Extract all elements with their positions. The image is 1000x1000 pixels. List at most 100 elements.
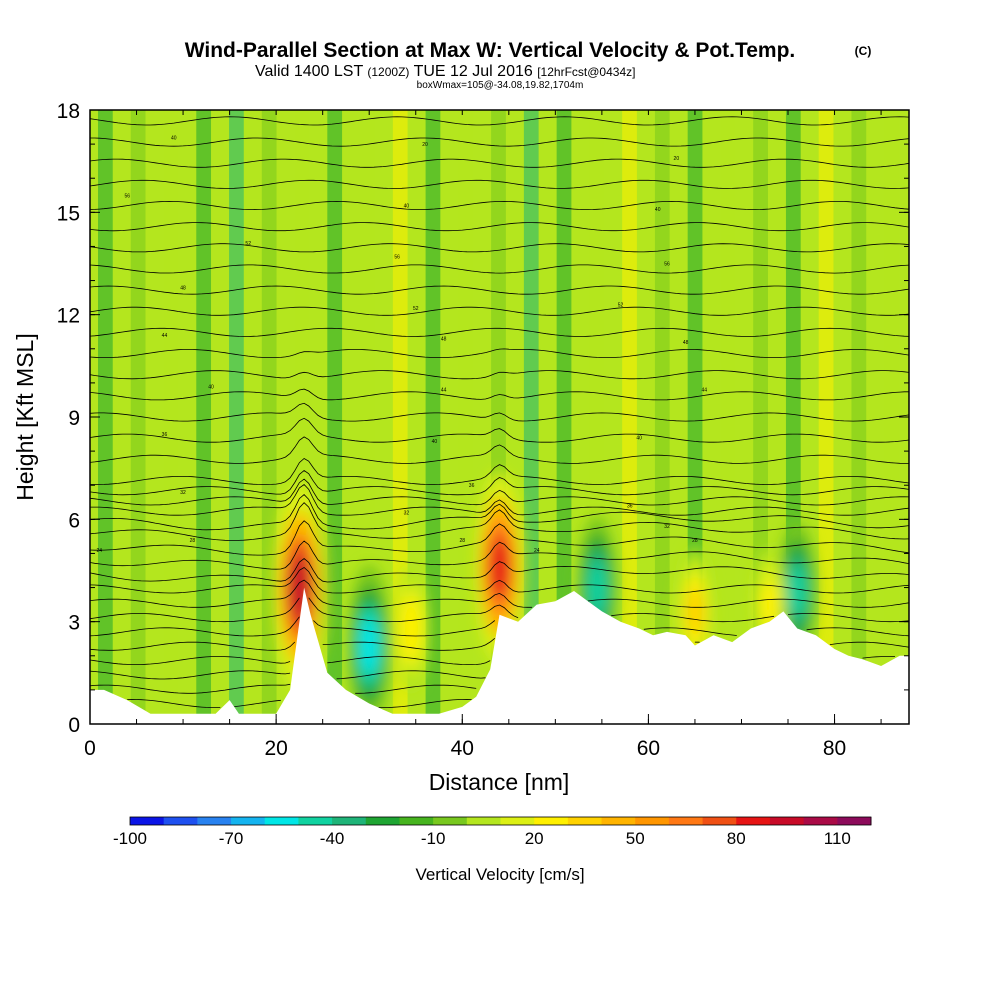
colorbar-tick-label: -40 [320, 829, 345, 848]
colorbar-swatch [130, 817, 165, 825]
y-tick-label: 12 [57, 305, 80, 328]
colorbar-swatch [601, 817, 636, 825]
velocity-band [654, 110, 670, 724]
colorbar-tick-label: 50 [626, 829, 645, 848]
velocity-band [556, 110, 572, 724]
velocity-band [818, 110, 834, 724]
theta-contour [90, 557, 909, 583]
velocity-band [98, 110, 113, 724]
contour-label: 32 [180, 490, 186, 496]
colorbar-swatch [769, 817, 805, 825]
colorbar-swatch [837, 817, 872, 825]
contour-label: 24 [97, 548, 103, 554]
x-axis: 0 20 40 60 80 [84, 110, 882, 760]
velocity-band [261, 110, 277, 724]
contour-label: 36 [627, 504, 633, 510]
contour-label: 52 [245, 241, 251, 247]
contour-label: 20 [422, 142, 428, 148]
updraft-cell [402, 605, 420, 652]
contour-label: 28 [692, 538, 698, 544]
contour-label: 36 [162, 432, 168, 438]
theta-contour [90, 567, 909, 594]
colorbar-swatch [298, 817, 333, 825]
theta-contour [90, 483, 909, 516]
colorbar-swatch [197, 817, 232, 825]
contour-label: 44 [162, 333, 168, 339]
subtitle-valid: Valid 1400 LST [255, 63, 363, 80]
colorbar-swatch [365, 817, 400, 825]
colorbar-swatch [433, 817, 468, 825]
theta-contour [90, 478, 909, 506]
theta-contour [90, 520, 909, 556]
y-tick-label: 18 [57, 100, 80, 123]
x-tick-label: 80 [823, 737, 846, 760]
colorbar-tick-label: 110 [824, 829, 851, 848]
colorbar-swatch [399, 817, 434, 825]
colorbar-swatch [500, 817, 535, 825]
contour-label: 52 [618, 302, 624, 308]
velocity-band [196, 110, 212, 724]
contour-label: 44 [701, 388, 707, 394]
colorbar-frame [129, 816, 872, 826]
y-tick-label: 0 [68, 714, 80, 737]
theta-contour [90, 458, 909, 485]
theta-contour [90, 436, 909, 464]
contour-label: 32 [404, 511, 410, 517]
contour-label: 40 [404, 204, 410, 210]
colorbar-swatch [635, 817, 670, 825]
terrain [90, 587, 909, 724]
theta-contour [90, 285, 909, 295]
contour-label: 40 [432, 439, 438, 445]
downdraft-cell [788, 566, 807, 616]
velocity-band [163, 110, 179, 724]
colorbar-swatch [567, 817, 603, 825]
theta-contour [90, 348, 909, 358]
theta-contour [90, 656, 896, 665]
contour-label: 28 [459, 538, 465, 544]
theta-contour [90, 179, 909, 189]
theta-contour [127, 698, 472, 708]
subtitle-forecast: [12hrFcst@0434z] [537, 65, 635, 79]
colorbar-tick-label: -10 [421, 829, 446, 848]
contour-label: 56 [664, 262, 670, 268]
theta-contour [90, 200, 909, 211]
theta-contour [90, 597, 909, 623]
theta-contour [90, 579, 909, 608]
colorbar-swatch [231, 817, 266, 825]
contour-label: 36 [469, 483, 475, 489]
theta-contour [90, 469, 909, 496]
theta-contour [90, 683, 477, 694]
contour-label: 40 [636, 435, 642, 441]
theta-contour [90, 243, 909, 253]
updraft-cell [760, 582, 778, 627]
contour-label: 40 [171, 135, 177, 141]
contour-label: 52 [413, 306, 419, 312]
colorbar-swatch [534, 817, 569, 825]
theta-contour [90, 670, 486, 680]
theta-contours: 40 56 52 48 44 40 36 32 28 24 20 40 56 52 48 44 40 36 32 28… [90, 116, 909, 708]
theta-contour [90, 417, 909, 443]
subtitle-utc: (1200Z) [367, 65, 409, 79]
chart-title: Wind-Parallel Section at Max W: Vertical… [185, 39, 796, 62]
contour-label: 32 [664, 524, 670, 530]
theta-contour [90, 370, 909, 380]
colorbar-swatch [332, 817, 367, 825]
velocity-band [851, 110, 867, 724]
theta-contour [90, 306, 909, 316]
updraft-cell [686, 587, 704, 635]
theta-contour [90, 264, 909, 274]
velocity-band [392, 110, 408, 724]
x-tick-label: 20 [264, 737, 287, 760]
colorbar-tick-label: 20 [525, 829, 544, 848]
contour-label: 48 [683, 340, 689, 346]
contour-label: 56 [394, 255, 400, 261]
contour-label: 48 [441, 337, 447, 343]
copyright-mark: (C) [855, 44, 872, 58]
colorbar-tick-label: 80 [727, 829, 746, 848]
x-tick-label: 60 [637, 737, 660, 760]
theta-contour [90, 222, 909, 232]
contour-label: 44 [441, 388, 447, 394]
velocity-band [884, 110, 899, 724]
contour-label: 28 [190, 538, 196, 544]
